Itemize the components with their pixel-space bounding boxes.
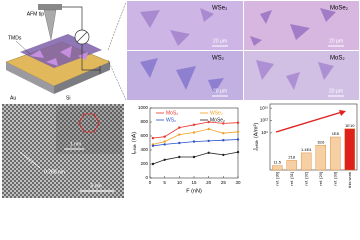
x-tick-label: this work [347, 172, 352, 188]
bar [286, 160, 298, 171]
y-tick-label: 600 [140, 133, 148, 138]
bar [315, 145, 327, 171]
x-tick-label: ref. [33] [332, 172, 337, 186]
y-axis-title: Iₚₑₐₖ (nA) [131, 132, 137, 154]
x-tick-label: ref. [31] [289, 172, 294, 186]
x-tick-label: ref. [29] [318, 172, 323, 186]
bar [271, 165, 283, 171]
y-tick-label: 800 [140, 119, 148, 124]
point [163, 158, 166, 161]
y-tick-label: 10¹⁵ [260, 105, 269, 110]
value-label: 1E6 [317, 139, 325, 144]
spacing-label: 0.280 nm [44, 169, 65, 175]
y-tick-label: 10⁹ [261, 130, 268, 135]
point [222, 132, 225, 135]
y-tick-label: 200 [140, 161, 148, 166]
point [178, 141, 181, 145]
x-tick-label: 0 [149, 180, 152, 185]
series-line [152, 121, 239, 139]
panel-label: MoS₂ [330, 56, 345, 62]
legend-label: WS₂ [166, 117, 176, 123]
point [222, 139, 225, 142]
x-tick-label: 10 [177, 180, 183, 185]
value-label: 11.5 [274, 160, 282, 165]
micrographs: WSe₂ MoSe₂ WS₂ MoS₂ 20 μm 20 μm 20 μm 20… [127, 1, 359, 100]
panel-label: MoSe₂ [330, 6, 349, 12]
value-label: 1E8 [332, 131, 340, 136]
value-label: 1E10 [345, 123, 355, 128]
value-label: 1.4E4 [301, 147, 312, 152]
point [236, 138, 240, 141]
x-tick-label: 30 [235, 180, 241, 185]
bar [329, 136, 341, 171]
legend-label: MoS₂ [166, 110, 178, 116]
point [178, 126, 181, 129]
y-tick-label: 400 [140, 147, 148, 152]
x-tick-label: 5 [163, 180, 166, 185]
y-tick-label: 1000 [138, 105, 149, 110]
point [163, 143, 166, 146]
x-tick-label: ref. [30] [274, 172, 279, 186]
scale-label: 20 μm [213, 88, 227, 94]
point [236, 150, 240, 154]
point [207, 151, 210, 154]
plot-frame [269, 103, 358, 171]
point [207, 120, 210, 124]
schematic: AFM tip TMDs Au Si [5, 1, 127, 101]
legend-label: WSe₂ [210, 110, 223, 116]
scale-label: 20 μm [329, 88, 343, 94]
x-tick-label: 25 [221, 180, 227, 185]
point [178, 133, 181, 136]
x-tick-label: ref. [32] [303, 172, 308, 186]
y-tick-label: 0 [145, 175, 148, 180]
panel-label: WS₂ [212, 56, 225, 62]
point [236, 130, 240, 133]
point [151, 144, 155, 147]
point [222, 153, 225, 157]
point [222, 122, 225, 125]
panel-label: WSe₂ [212, 6, 228, 12]
scale-label: 20 μm [213, 38, 227, 44]
point [207, 139, 210, 143]
bar [300, 152, 312, 171]
y-tick-label: 10¹² [260, 118, 269, 123]
scale-label: 5 nm [90, 183, 101, 189]
scale-label: 20 μm [329, 38, 343, 44]
point [178, 155, 181, 159]
bar [344, 128, 356, 171]
legend-label: MoSe₂ [210, 117, 225, 123]
point [192, 123, 196, 127]
figure: AFM tip TMDs Au Si WSe₂ MoSe₂ WS₂ MoS₂ 2… [2, 1, 359, 198]
point [192, 140, 196, 143]
value-label: 218 [288, 154, 295, 159]
trend-arrow [275, 111, 343, 133]
x-tick-label: 15 [191, 180, 197, 185]
series-line [152, 151, 239, 165]
y-axis-title: Jₚₑₐₖ (A/m²) [253, 123, 259, 152]
arrow-head [339, 110, 346, 116]
point [236, 121, 240, 124]
point [207, 127, 210, 131]
label: Si [66, 95, 70, 101]
x-tick-label: 20 [206, 180, 212, 185]
point [151, 136, 155, 140]
point [151, 162, 155, 166]
point [192, 155, 196, 159]
label: Au [10, 95, 16, 101]
x-axis-title: F (nN) [186, 188, 202, 194]
label: TMDs [8, 35, 22, 41]
point [163, 135, 166, 138]
scale-label: 1 nm [70, 141, 81, 147]
point [192, 131, 196, 134]
label: AFM tip [27, 11, 44, 17]
stem-image: 1 nm 0.280 nm 5 nm [2, 104, 124, 198]
point [163, 140, 166, 143]
